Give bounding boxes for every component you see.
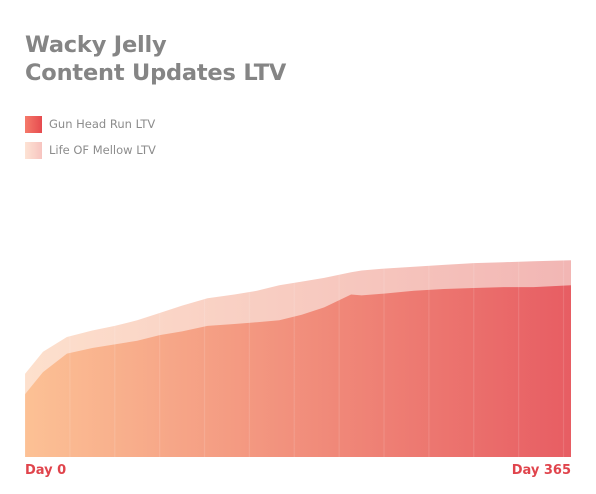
legend: Gun Head Run LTV Life OF Mellow LTV — [25, 115, 156, 167]
x-axis-end-label: Day 365 — [511, 463, 571, 478]
legend-swatch-gun-head-run — [25, 115, 42, 133]
x-axis-start-label: Day 0 — [25, 463, 67, 478]
area-gun-head-run — [25, 285, 571, 457]
legend-item-gun-head-run: Gun Head Run LTV — [25, 115, 156, 133]
chart-title-line-2: Content Updates LTV — [25, 60, 287, 86]
legend-swatch-life-of-mellow — [25, 141, 42, 159]
legend-item-life-of-mellow: Life OF Mellow LTV — [25, 141, 156, 159]
grid-lines-overlay — [24, 180, 565, 457]
chart-title: Wacky Jelly Content Updates LTV — [25, 31, 286, 87]
legend-label-gun-head-run: Gun Head Run LTV — [49, 117, 156, 131]
chart-title-line-1: Wacky Jelly — [25, 32, 167, 58]
legend-label-life-of-mellow: Life OF Mellow LTV — [49, 143, 156, 157]
